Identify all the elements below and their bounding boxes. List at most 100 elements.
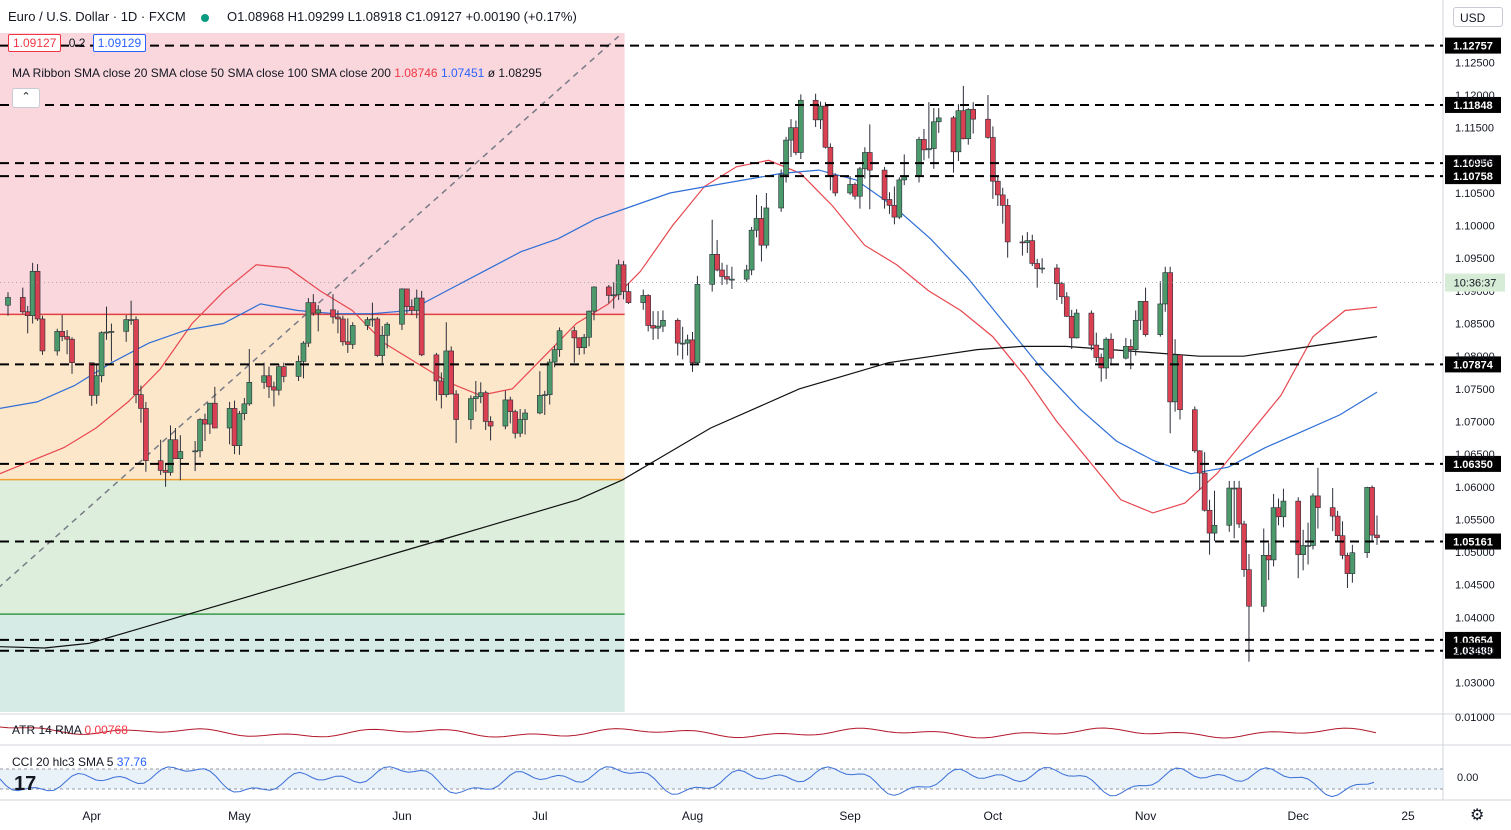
candle — [39, 315, 46, 355]
candle — [1364, 486, 1370, 558]
candle-body — [724, 276, 730, 280]
candle-body — [236, 413, 243, 446]
candle-body — [571, 330, 578, 339]
candle-body — [822, 105, 829, 148]
fib-zone — [0, 33, 625, 315]
candle — [1270, 493, 1277, 567]
price-tick: 1.07500 — [1455, 384, 1495, 396]
candle — [349, 322, 356, 349]
price-tick: 1.03500 — [1455, 645, 1495, 657]
candle — [645, 294, 651, 332]
candle-body — [999, 194, 1006, 206]
candle — [1191, 406, 1198, 453]
candle-body — [719, 269, 725, 277]
candle — [586, 310, 592, 347]
level-label-text: 1.10758 — [1453, 171, 1493, 183]
candle-body — [812, 99, 819, 121]
settings-gear-icon[interactable]: ⚙ — [1470, 807, 1485, 824]
candle-body — [857, 168, 863, 197]
candle — [832, 173, 839, 197]
level-label: 1.05161 — [1445, 533, 1501, 550]
currency-selector[interactable]: USD — [1453, 7, 1503, 27]
price-tick: 1.11500 — [1455, 123, 1494, 135]
candle-body — [207, 402, 213, 425]
candle-body — [694, 284, 701, 364]
candle-body — [970, 109, 976, 120]
buy-price[interactable]: 1.09129 — [92, 34, 147, 52]
candle-body — [98, 332, 105, 377]
candle-body — [1300, 545, 1306, 555]
price-axis[interactable]: 1.12500 1.12000 1.11500 1.11000 1.10500 1.100… — [0, 57, 1505, 690]
candles — [5, 85, 1380, 662]
time-axis[interactable]: Apr May Jun Jul Aug Sep Oct Nov Dec 25 — [82, 809, 1415, 823]
candle-body — [1310, 495, 1316, 546]
candle-body — [246, 381, 253, 405]
atr-legend[interactable]: ATR 14 RMA 0.00768 — [12, 723, 128, 737]
candle — [453, 390, 459, 444]
candle — [1039, 258, 1045, 274]
candle — [5, 292, 11, 316]
candle — [69, 337, 75, 374]
candle-body — [655, 325, 661, 329]
candle — [1093, 332, 1100, 363]
candle — [965, 108, 972, 145]
level-label-bg — [1445, 155, 1501, 172]
candle-body — [1260, 555, 1267, 607]
level-label-text: 1.06350 — [1453, 459, 1493, 471]
cci-legend[interactable]: CCI 20 hlc3 SMA 5 37.76 — [12, 755, 147, 769]
candle — [714, 239, 720, 272]
candle — [266, 366, 272, 398]
candle-body — [783, 139, 789, 175]
ma-ribbon — [0, 159, 1378, 649]
candle — [748, 226, 755, 276]
time-tick: Apr — [82, 809, 101, 823]
level-label: 1.03489 — [1445, 642, 1501, 659]
candle-body — [576, 337, 583, 348]
ohlc-values: O1.08968 H1.09299 L1.08918 C1.09127 +0.0… — [226, 9, 577, 24]
candle — [276, 364, 282, 396]
time-tick: 25 — [1401, 809, 1415, 823]
candle-body — [305, 302, 312, 344]
cci-tick: 0.00 — [1457, 772, 1478, 784]
sell-price[interactable]: 1.09127 — [8, 34, 62, 52]
price-tick: 1.06500 — [1455, 449, 1495, 461]
symbol-title[interactable]: Euro / U.S. Dollar · 1D · FXCM — [8, 9, 186, 24]
candle — [857, 166, 863, 209]
price-tick: 1.12500 — [1455, 57, 1495, 69]
candle-body — [763, 207, 770, 246]
candle — [1334, 510, 1341, 542]
candle-body — [1063, 296, 1070, 317]
candle — [502, 390, 509, 430]
candle-body — [778, 174, 784, 209]
candle — [19, 287, 26, 314]
candle-body — [1231, 487, 1237, 490]
candle — [615, 259, 622, 301]
time-tick: Jun — [392, 809, 411, 823]
ma-line-sma-200 — [0, 336, 1378, 649]
candle — [34, 264, 41, 321]
candle-body — [177, 451, 184, 459]
candle-body — [930, 121, 937, 149]
candle-body — [340, 318, 346, 343]
candle-body — [507, 399, 514, 412]
candle — [29, 262, 36, 324]
candle-body — [271, 386, 277, 391]
candle-body — [202, 419, 208, 425]
candle-body — [138, 394, 144, 409]
candle-body — [369, 318, 376, 321]
candle-body — [1275, 507, 1282, 518]
candle-body — [1334, 515, 1341, 537]
level-label-bg — [1445, 533, 1501, 550]
collapse-legend-button[interactable]: ⌃ — [12, 88, 40, 108]
candle-body — [1004, 205, 1011, 243]
cci-label: CCI 20 hlc3 SMA 5 — [12, 755, 114, 769]
level-label: 1.12757 — [1445, 37, 1501, 54]
ma-ribbon-legend[interactable]: MA Ribbon SMA close 20 SMA close 50 SMA … — [12, 66, 542, 80]
candle-body — [1369, 487, 1375, 536]
candle — [581, 333, 587, 355]
candle-body — [1364, 487, 1370, 553]
candle-body — [300, 342, 307, 362]
time-tick: Oct — [984, 809, 1003, 823]
